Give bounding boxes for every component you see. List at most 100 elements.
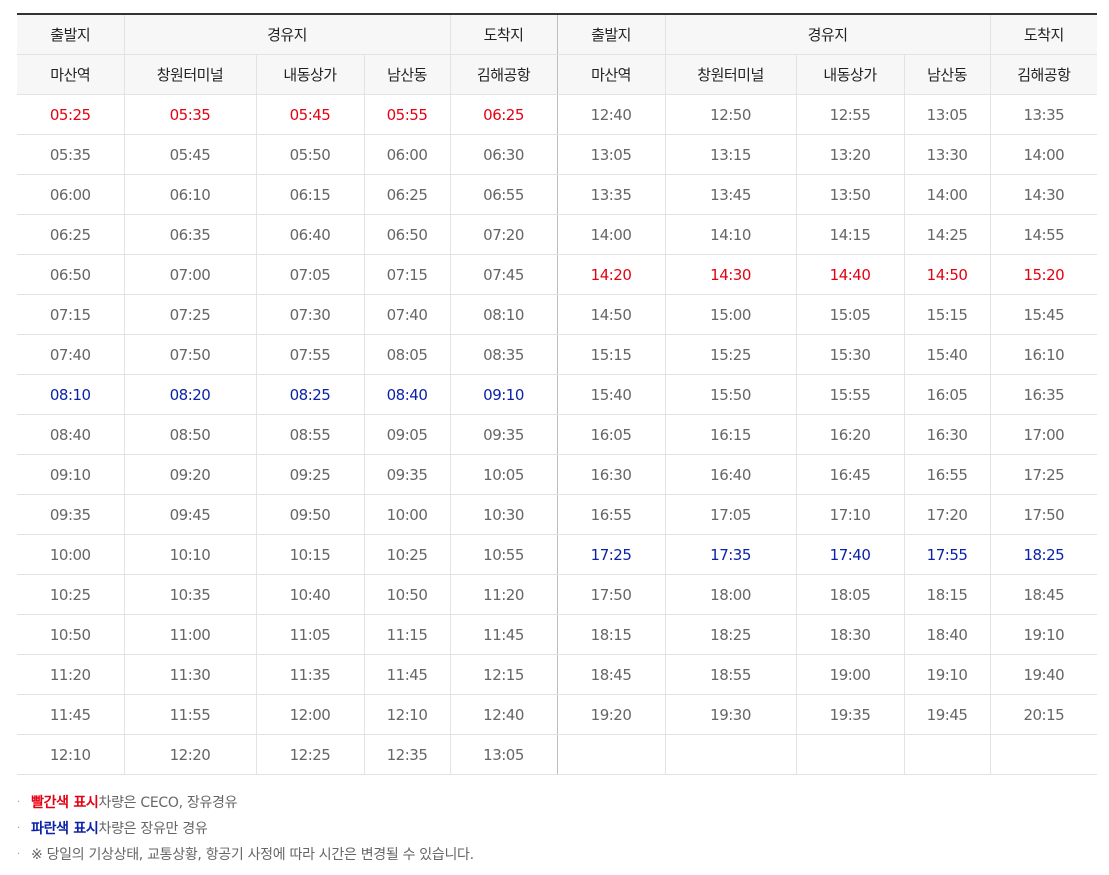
time-cell: 11:05 — [256, 614, 365, 655]
time-cell: 08:35 — [450, 334, 558, 375]
time-cell — [904, 734, 991, 775]
group-arrival-right: 도착지 — [990, 13, 1098, 55]
time-cell: 09:05 — [364, 414, 451, 455]
time-cell: 10:15 — [256, 534, 365, 575]
time-cell: 14:40 — [796, 254, 905, 295]
time-cell: 10:35 — [124, 574, 257, 615]
time-cell: 14:50 — [904, 254, 991, 295]
time-cell: 16:05 — [904, 374, 991, 415]
time-cell: 12:25 — [256, 734, 365, 775]
time-cell: 05:45 — [124, 134, 257, 175]
time-cell: 07:20 — [450, 214, 558, 255]
time-cell: 16:55 — [557, 494, 666, 535]
station-header: 내동상가 — [796, 54, 905, 95]
time-cell: 17:50 — [990, 494, 1098, 535]
table-row: 06:00 06:10 06:15 06:25 06:55 13:35 13:45 13:50… — [17, 174, 1098, 215]
time-cell: 13:45 — [665, 174, 797, 215]
time-cell: 11:45 — [450, 614, 558, 655]
time-cell: 11:20 — [450, 574, 558, 615]
time-cell: 18:05 — [796, 574, 905, 615]
table-row: 10:00 10:10 10:15 10:25 10:55 17:25 17:35 17:40… — [17, 534, 1098, 575]
time-cell: 06:50 — [364, 214, 451, 255]
time-cell: 12:10 — [364, 694, 451, 735]
time-cell: 10:05 — [450, 454, 558, 495]
time-cell: 08:55 — [256, 414, 365, 455]
time-cell: 14:25 — [904, 214, 991, 255]
time-cell: 17:00 — [990, 414, 1098, 455]
time-cell: 14:30 — [990, 174, 1098, 215]
time-cell: 16:40 — [665, 454, 797, 495]
time-cell: 12:10 — [17, 734, 125, 775]
time-cell: 14:55 — [990, 214, 1098, 255]
time-cell: 13:20 — [796, 134, 905, 175]
time-cell: 15:50 — [665, 374, 797, 415]
note-text: 차량은 CECO, 장유경유 — [98, 795, 238, 811]
bullet-icon: · — [17, 797, 20, 808]
time-cell: 10:25 — [364, 534, 451, 575]
time-cell: 07:40 — [364, 294, 451, 335]
timetable-container: 출발지 경유지 도착지 출발지 경유지 도착지 마산역 창원터미널 내동상가 남… — [17, 13, 1098, 775]
time-cell: 14:00 — [557, 214, 666, 255]
time-cell: 13:05 — [904, 94, 991, 135]
time-cell: 07:45 — [450, 254, 558, 295]
bullet-icon: · — [17, 823, 20, 834]
time-cell: 18:45 — [557, 654, 666, 695]
header-station-row: 마산역 창원터미널 내동상가 남산동 김해공항 마산역 창원터미널 내동상가 남… — [17, 54, 1098, 95]
time-cell — [557, 734, 666, 775]
note-disclaimer: · ※ 당일의 기상상태, 교통상황, 항공기 사정에 따라 시간은 변경될 수… — [17, 842, 474, 868]
station-header: 남산동 — [904, 54, 991, 95]
header-group-row: 출발지 경유지 도착지 출발지 경유지 도착지 — [17, 13, 1098, 55]
time-cell: 07:50 — [124, 334, 257, 375]
time-cell: 15:40 — [557, 374, 666, 415]
time-cell: 11:15 — [364, 614, 451, 655]
table-row: 10:50 11:00 11:05 11:15 11:45 18:15 18:25 18:30… — [17, 614, 1098, 655]
time-cell: 18:45 — [990, 574, 1098, 615]
time-cell: 19:20 — [557, 694, 666, 735]
time-cell: 12:20 — [124, 734, 257, 775]
time-cell: 15:20 — [990, 254, 1098, 295]
time-cell: 14:20 — [557, 254, 666, 295]
time-cell: 18:15 — [904, 574, 991, 615]
time-cell: 18:30 — [796, 614, 905, 655]
group-arrival-left: 도착지 — [450, 13, 558, 55]
time-cell: 16:30 — [904, 414, 991, 455]
time-cell: 06:30 — [450, 134, 558, 175]
time-cell: 06:15 — [256, 174, 365, 215]
time-cell: 18:15 — [557, 614, 666, 655]
time-cell: 06:50 — [17, 254, 125, 295]
time-cell: 17:05 — [665, 494, 797, 535]
time-cell: 15:25 — [665, 334, 797, 375]
table-row: 06:50 07:00 07:05 07:15 07:45 14:20 14:30 14:40… — [17, 254, 1098, 295]
time-cell: 16:05 — [557, 414, 666, 455]
time-cell: 16:45 — [796, 454, 905, 495]
time-cell: 15:15 — [904, 294, 991, 335]
time-cell: 09:10 — [450, 374, 558, 415]
time-cell — [665, 734, 797, 775]
time-cell: 10:40 — [256, 574, 365, 615]
time-cell: 12:50 — [665, 94, 797, 135]
time-cell: 15:30 — [796, 334, 905, 375]
time-cell: 14:15 — [796, 214, 905, 255]
time-cell: 17:20 — [904, 494, 991, 535]
time-cell: 10:10 — [124, 534, 257, 575]
time-cell: 16:10 — [990, 334, 1098, 375]
group-via-left: 경유지 — [124, 13, 451, 55]
time-cell: 15:45 — [990, 294, 1098, 335]
time-cell: 12:40 — [450, 694, 558, 735]
time-cell: 18:40 — [904, 614, 991, 655]
station-header: 김해공항 — [450, 54, 558, 95]
time-cell: 17:10 — [796, 494, 905, 535]
note-text: ※ 당일의 기상상태, 교통상황, 항공기 사정에 따라 시간은 변경될 수 있… — [31, 847, 474, 863]
table-row: 10:25 10:35 10:40 10:50 11:20 17:50 18:00 18:05… — [17, 574, 1098, 615]
time-cell: 13:05 — [557, 134, 666, 175]
time-cell: 18:25 — [990, 534, 1098, 575]
time-cell: 05:55 — [364, 94, 451, 135]
time-cell: 08:25 — [256, 374, 365, 415]
time-cell: 12:00 — [256, 694, 365, 735]
time-cell: 09:35 — [364, 454, 451, 495]
time-cell: 06:25 — [17, 214, 125, 255]
time-cell: 10:55 — [450, 534, 558, 575]
time-cell: 07:15 — [17, 294, 125, 335]
time-cell: 07:55 — [256, 334, 365, 375]
time-cell: 20:15 — [990, 694, 1098, 735]
